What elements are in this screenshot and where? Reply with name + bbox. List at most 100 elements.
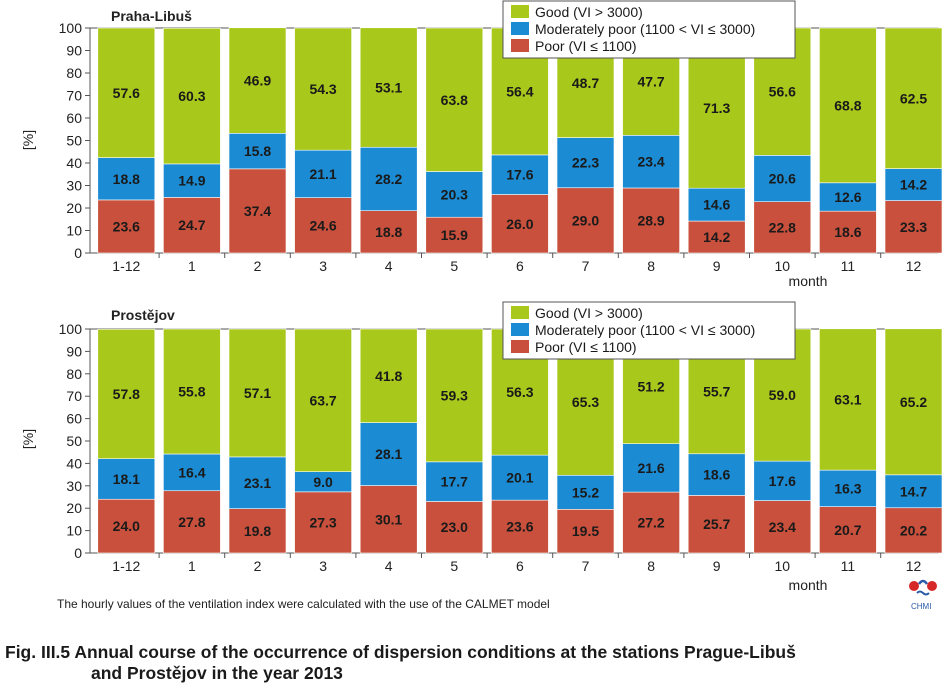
data-label: 18.1: [113, 471, 140, 487]
bar-segment-good: [97, 27, 156, 158]
x-tick-label: 3: [319, 258, 327, 274]
data-label: 18.6: [834, 224, 861, 240]
x-tick-label: 10: [775, 558, 791, 574]
bar-segment-poor: [228, 508, 287, 554]
data-label: 46.9: [244, 73, 271, 89]
data-label: 56.3: [506, 384, 533, 400]
footnote: The hourly values of the ventilation ind…: [57, 597, 550, 611]
legend-box: [502, 301, 796, 360]
data-label: 60.3: [178, 88, 205, 104]
data-label: 24.6: [309, 217, 336, 233]
bar-segment-moderate: [228, 133, 287, 170]
chart-title: Prostějov: [111, 307, 175, 323]
data-label: 17.7: [441, 474, 468, 490]
bar-segment-good: [884, 27, 943, 169]
data-label: 20.3: [441, 186, 468, 202]
y-tick-label: 80: [66, 366, 82, 382]
bar-segment-moderate: [687, 187, 746, 222]
y-tick-label: 0: [74, 545, 82, 561]
bar-segment-good: [425, 27, 484, 172]
legend-swatch-poor: [511, 340, 529, 353]
x-tick-label: 12: [906, 258, 922, 274]
data-label: 37.4: [244, 203, 271, 219]
data-label: 48.7: [572, 75, 599, 91]
data-label: 23.4: [637, 154, 664, 170]
data-label: 22.3: [572, 155, 599, 171]
bar-segment-good: [359, 328, 418, 423]
y-tick-label: 30: [66, 178, 82, 194]
y-tick-label: 90: [66, 343, 82, 359]
data-label: 22.8: [769, 219, 796, 235]
x-tick-label: 2: [254, 558, 262, 574]
data-label: 20.2: [900, 522, 927, 538]
bar-segment-moderate: [491, 454, 549, 501]
y-axis-label: [%]: [20, 429, 36, 449]
x-tick-label: 7: [582, 558, 590, 574]
y-tick-label: 70: [66, 388, 82, 404]
y-tick-label: 10: [66, 223, 82, 239]
bar-segment-good: [97, 328, 156, 459]
bar-segment-good: [359, 27, 418, 148]
data-label: 57.6: [113, 85, 140, 101]
x-tick-label: 6: [516, 558, 524, 574]
legend-label-good: Good (VI > 3000): [535, 4, 643, 20]
data-label: 28.1: [375, 446, 402, 462]
bar-segment-good: [163, 328, 221, 455]
data-label: 14.6: [703, 197, 730, 213]
data-label: 20.6: [769, 171, 796, 187]
bar-segment-moderate: [753, 460, 812, 501]
data-label: 23.3: [900, 219, 927, 235]
data-label: 63.7: [309, 392, 336, 408]
bar-segment-poor: [819, 506, 877, 554]
data-label: 18.8: [113, 171, 140, 187]
x-tick-label: 2: [254, 258, 262, 274]
chmi-logo-icon: [909, 579, 937, 596]
data-label: 15.2: [572, 484, 599, 500]
data-label: 53.1: [375, 80, 402, 96]
legend-swatch-good: [511, 306, 529, 319]
x-tick-label: 4: [385, 558, 393, 574]
bar-segment-good: [294, 328, 352, 472]
bar-segment-good: [819, 27, 877, 184]
data-label: 29.0: [572, 212, 599, 228]
data-label: 25.7: [703, 516, 730, 532]
charts-container: 0102030405060708090100Praha-Libuš[%]23.6…: [20, 0, 943, 593]
data-label: 56.4: [506, 83, 533, 99]
legend-box: [502, 0, 796, 59]
data-label: 14.9: [178, 173, 205, 189]
bar-segment-poor: [753, 201, 812, 254]
data-label: 55.8: [178, 383, 205, 399]
y-tick-label: 20: [66, 500, 82, 516]
bar-segment-poor: [884, 507, 943, 554]
caption-line-1: Fig. III.5 Annual course of the occurren…: [5, 642, 796, 662]
data-label: 28.2: [375, 171, 402, 187]
y-axis-label: [%]: [20, 130, 36, 150]
data-label: 23.0: [441, 519, 468, 535]
bar-segment-moderate: [228, 456, 287, 509]
bar-segment-moderate: [425, 461, 484, 502]
bar-segment-good: [228, 328, 287, 458]
data-label: 19.5: [572, 523, 599, 539]
y-tick-label: 70: [66, 88, 82, 104]
chart-title: Praha-Libuš: [111, 8, 192, 24]
bar-segment-poor: [294, 491, 352, 554]
bar-segment-poor: [97, 199, 156, 254]
data-label: 14.2: [703, 229, 730, 245]
data-label: 20.1: [506, 470, 533, 486]
data-label: 24.0: [113, 518, 140, 534]
data-label: 23.4: [769, 519, 796, 535]
data-label: 16.4: [178, 464, 205, 480]
x-tick-label: 9: [713, 258, 721, 274]
x-axis-label: month: [789, 577, 828, 593]
data-label: 20.7: [834, 522, 861, 538]
bar-segment-moderate: [884, 168, 943, 201]
bar-segment-poor: [819, 210, 877, 254]
bar-segment-moderate: [884, 474, 943, 509]
data-label: 21.1: [309, 166, 336, 182]
legend-label-moderate: Moderately poor (1100 < VI ≤ 3000): [535, 322, 755, 338]
data-label: 15.9: [441, 227, 468, 243]
bar-segment-poor: [622, 491, 680, 554]
bar-segment-moderate: [819, 469, 877, 507]
bar-segment-poor: [359, 210, 418, 254]
bar-segment-poor: [97, 498, 156, 554]
